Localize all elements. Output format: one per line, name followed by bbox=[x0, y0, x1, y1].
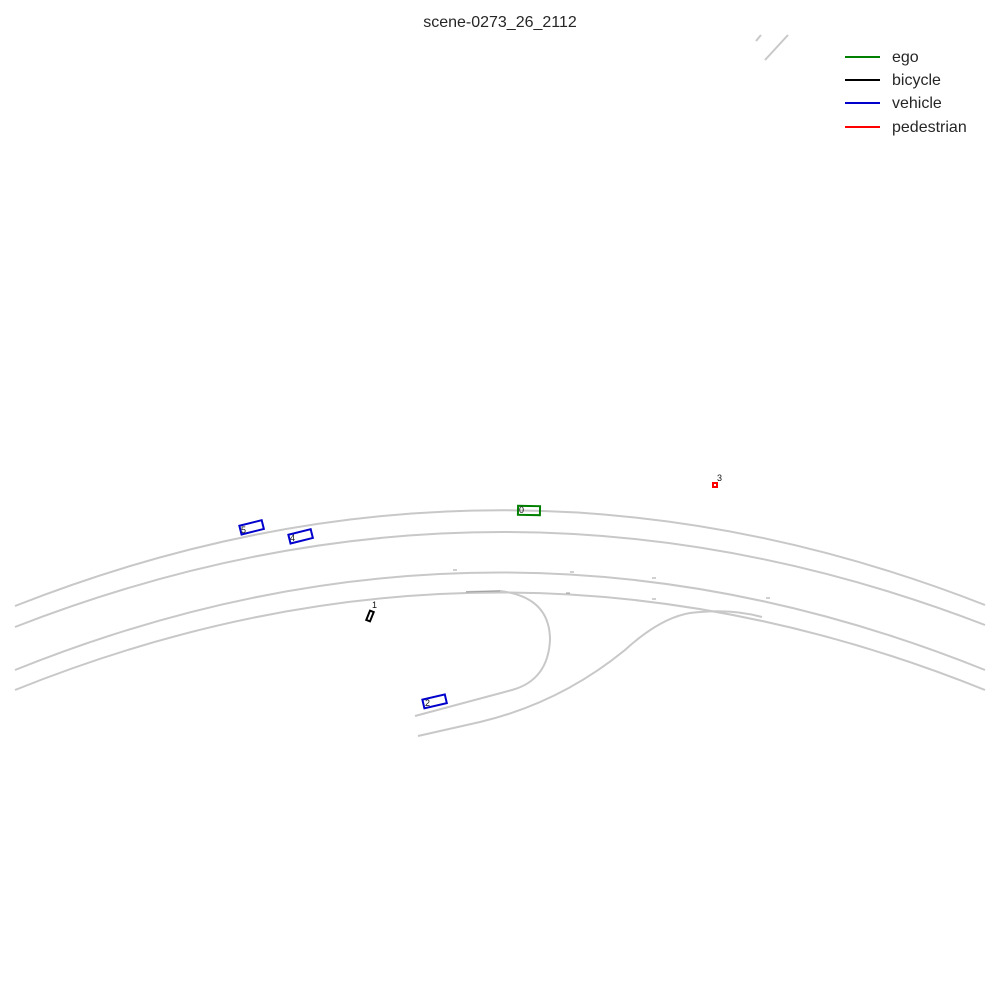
legend-item-ego: ego bbox=[845, 49, 919, 66]
legend-item-vehicle: vehicle bbox=[845, 95, 942, 112]
lane-line bbox=[764, 34, 789, 61]
lane-line bbox=[414, 589, 552, 717]
agent-id-label: 1 bbox=[372, 600, 377, 610]
agent-bicycle[interactable]: 1 bbox=[364, 600, 377, 623]
agent-vehicle[interactable]: 2 bbox=[421, 693, 449, 710]
lane-line bbox=[417, 610, 763, 737]
vehicle-box bbox=[421, 693, 449, 710]
road-lanes bbox=[14, 34, 986, 737]
lane-line bbox=[14, 509, 986, 607]
pedestrian-box bbox=[712, 482, 718, 488]
vehicle-box bbox=[287, 528, 315, 545]
agent-pedestrian[interactable]: 3 bbox=[712, 473, 722, 488]
legend-label-ego: ego bbox=[892, 49, 919, 66]
vehicle-box bbox=[238, 519, 266, 536]
agent-id-label: 5 bbox=[241, 525, 246, 535]
agent-id-label: 4 bbox=[290, 533, 295, 543]
agent-vehicle[interactable]: 4 bbox=[287, 528, 315, 545]
lane-line bbox=[14, 591, 986, 691]
legend-item-pedestrian: pedestrian bbox=[845, 119, 967, 136]
lane-line bbox=[14, 531, 986, 628]
agent-id-label: 0 bbox=[519, 505, 524, 515]
agent-id-label: 3 bbox=[717, 473, 722, 483]
lane-tick bbox=[453, 569, 770, 600]
legend-label-pedestrian: pedestrian bbox=[892, 119, 967, 136]
bicycle-box bbox=[364, 609, 376, 623]
agents-layer: 0 1 2 3 4 5 bbox=[238, 473, 722, 710]
lane-line bbox=[14, 571, 986, 671]
legend: ego bicycle vehicle pedestrian bbox=[845, 49, 967, 136]
agent-id-label: 2 bbox=[425, 698, 430, 708]
legend-item-bicycle: bicycle bbox=[845, 72, 941, 89]
agent-ego[interactable]: 0 bbox=[516, 504, 542, 517]
ego-box bbox=[516, 504, 542, 517]
legend-label-bicycle: bicycle bbox=[892, 72, 941, 89]
legend-label-vehicle: vehicle bbox=[892, 95, 942, 112]
lane-line bbox=[755, 34, 762, 42]
agent-vehicle[interactable]: 5 bbox=[238, 519, 266, 536]
map-title: scene-0273_26_2112 bbox=[423, 14, 577, 31]
